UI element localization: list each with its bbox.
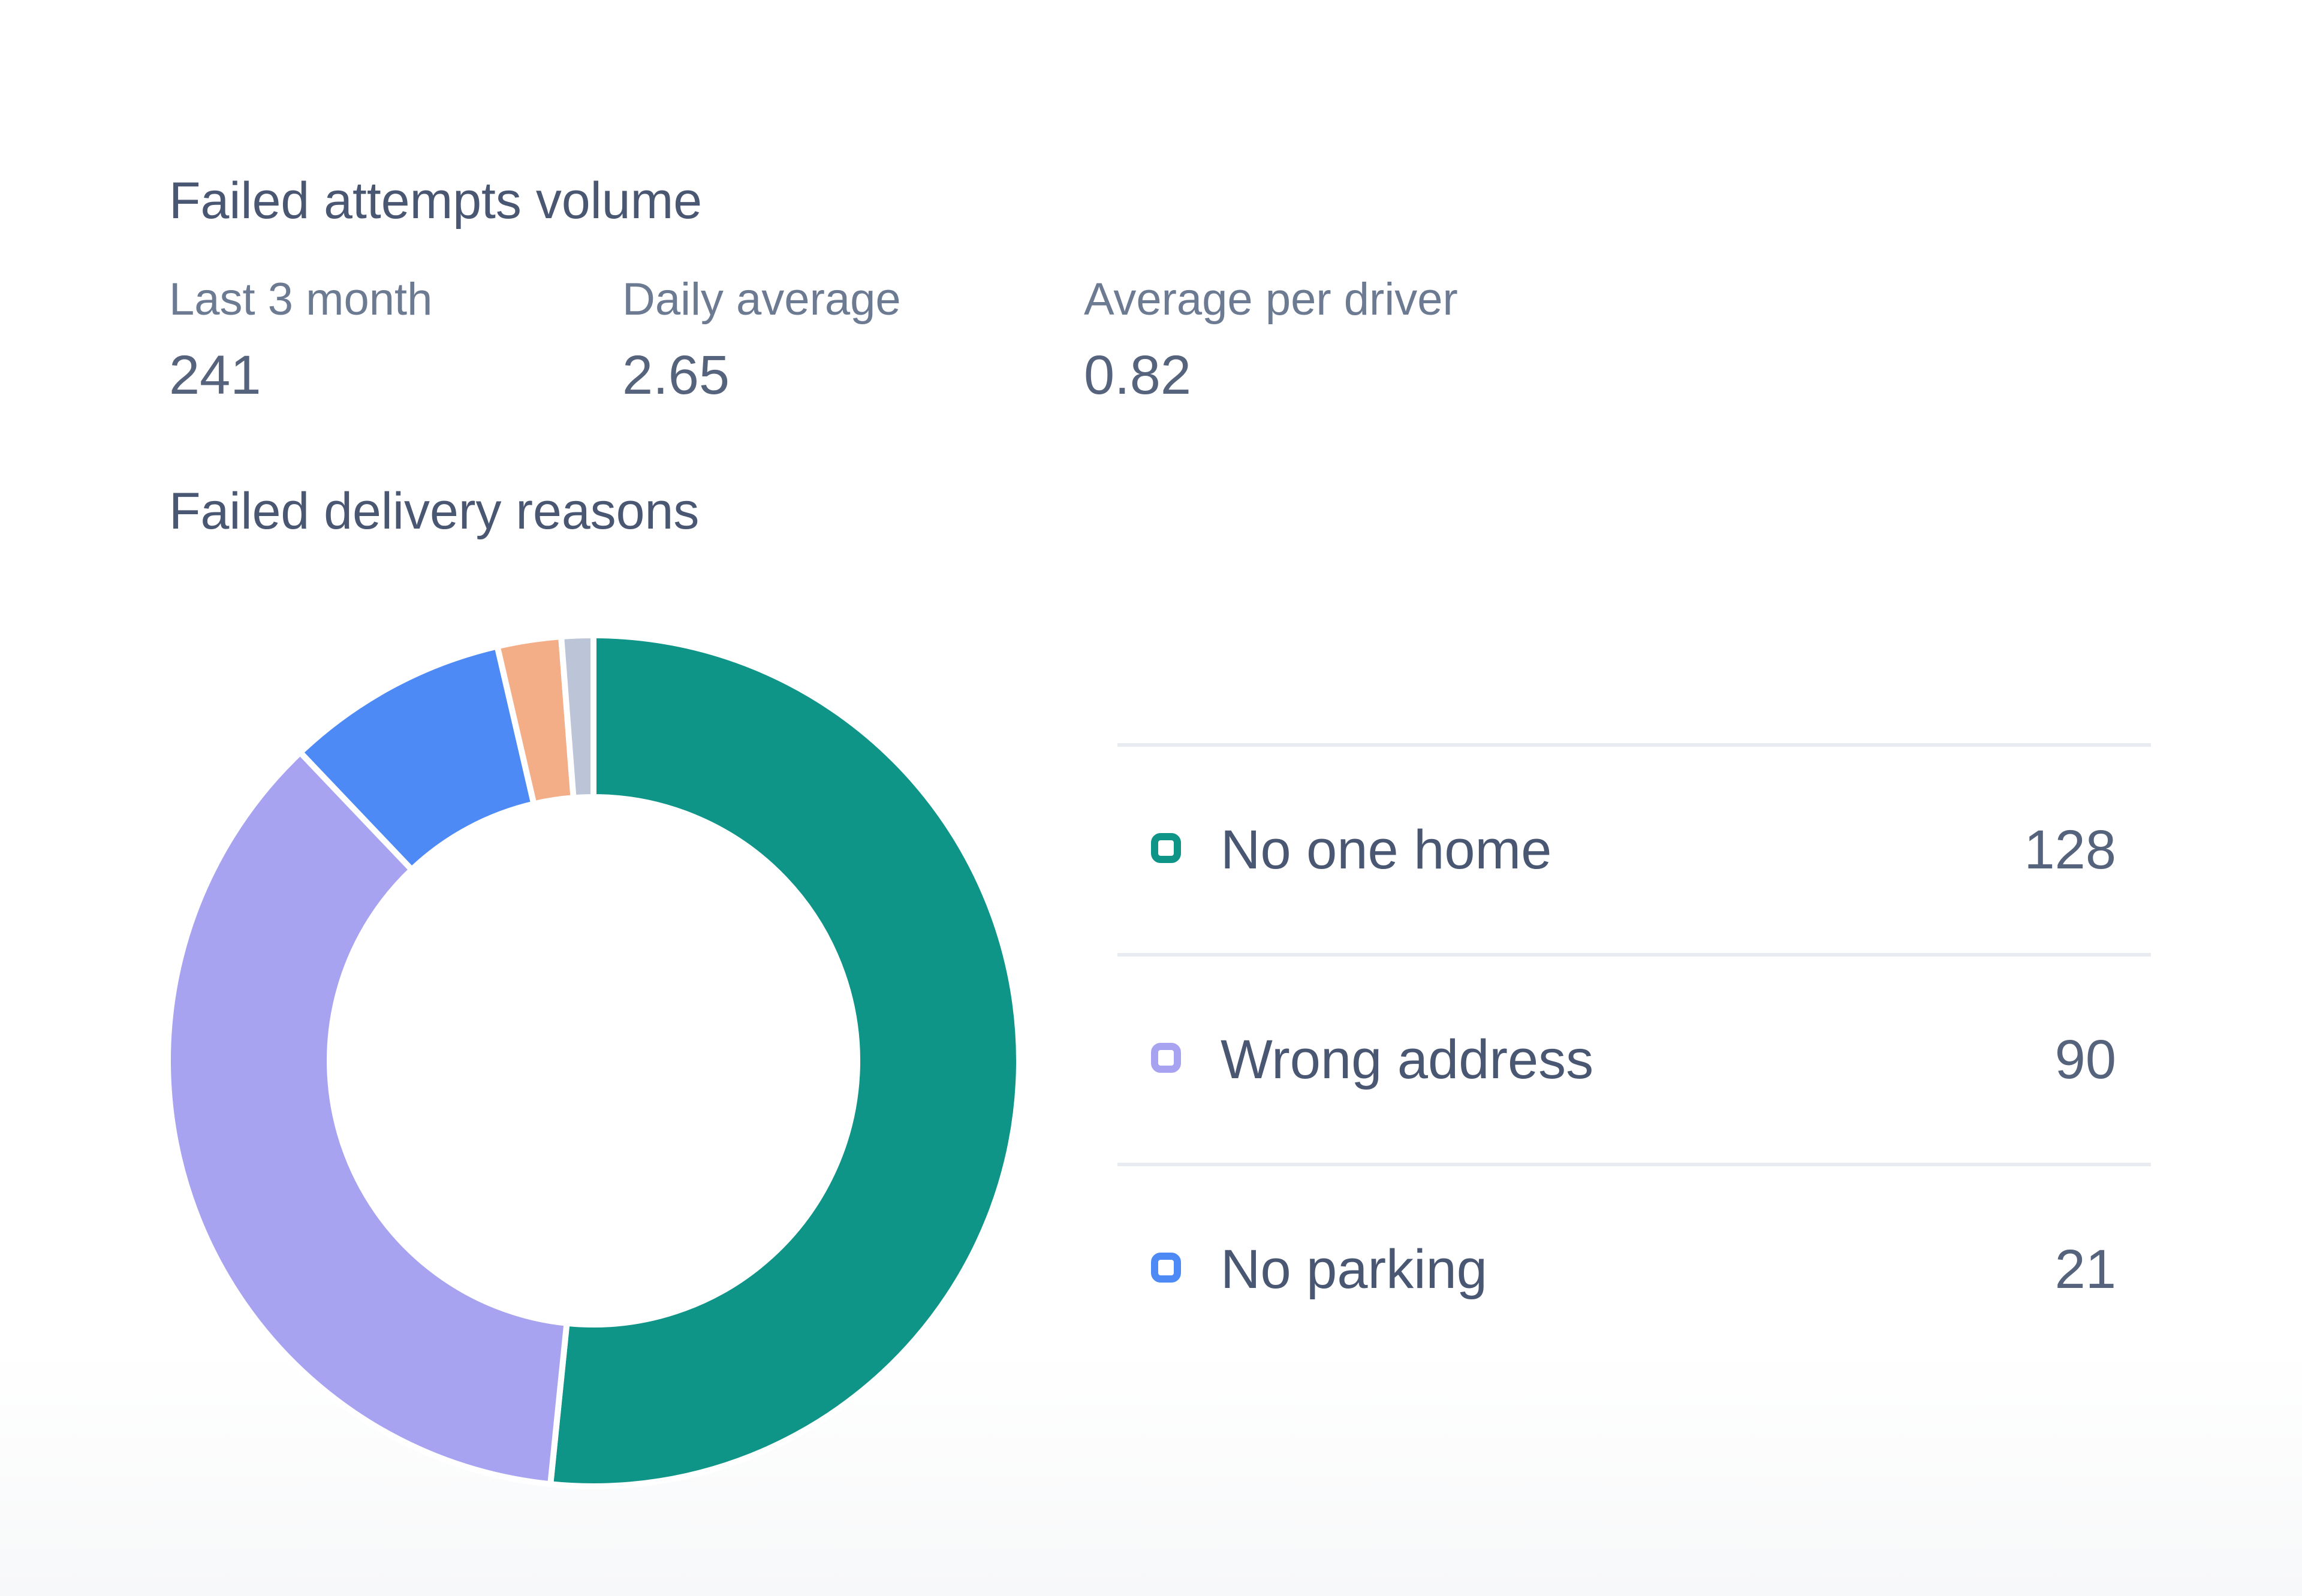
legend-label: No one home bbox=[1221, 819, 1552, 880]
donut-slice-wrong-address bbox=[164, 749, 570, 1488]
stat-daily-average: Daily average 2.65 bbox=[622, 277, 901, 403]
legend-value: 21 bbox=[2054, 1239, 2116, 1300]
stat-label: Last 3 month bbox=[169, 274, 433, 325]
stat-label: Average per driver bbox=[1084, 274, 1458, 325]
legend-value: 128 bbox=[2024, 819, 2117, 880]
legend-divider bbox=[1117, 1163, 2151, 1166]
legend-item-wrong-address: Wrong address 90 bbox=[1117, 957, 2151, 1163]
failed-delivery-reasons-title: Failed delivery reasons bbox=[169, 482, 700, 540]
donut-slice-no-one-home bbox=[547, 632, 1022, 1489]
stat-label: Daily average bbox=[622, 274, 901, 325]
failed-attempts-volume-title: Failed attempts volume bbox=[169, 172, 703, 230]
stat-value: 0.82 bbox=[1084, 345, 1192, 406]
legend-divider bbox=[1117, 953, 2151, 957]
legend-divider bbox=[1117, 743, 2151, 747]
donut-slice-segment-5 bbox=[558, 632, 596, 801]
legend-label: No parking bbox=[1221, 1239, 1487, 1300]
legend-label: Wrong address bbox=[1221, 1029, 1594, 1090]
legend-item-no-one-home: No one home 128 bbox=[1117, 747, 2151, 953]
donut-chart bbox=[164, 632, 1022, 1489]
stat-last-3-month: Last 3 month 241 bbox=[169, 277, 432, 403]
legend-swatch-icon bbox=[1151, 1043, 1181, 1073]
legend-swatch-icon bbox=[1151, 833, 1181, 863]
stat-value: 2.65 bbox=[622, 345, 730, 406]
legend-value: 90 bbox=[2054, 1029, 2116, 1090]
chart-legend: No one home 128 Wrong address 90 No park… bbox=[1117, 743, 2151, 1372]
stat-average-per-driver: Average per driver 0.82 bbox=[1084, 277, 1458, 403]
stat-value: 241 bbox=[169, 345, 261, 406]
legend-item-no-parking: No parking 21 bbox=[1117, 1166, 2151, 1372]
legend-swatch-icon bbox=[1151, 1253, 1181, 1283]
